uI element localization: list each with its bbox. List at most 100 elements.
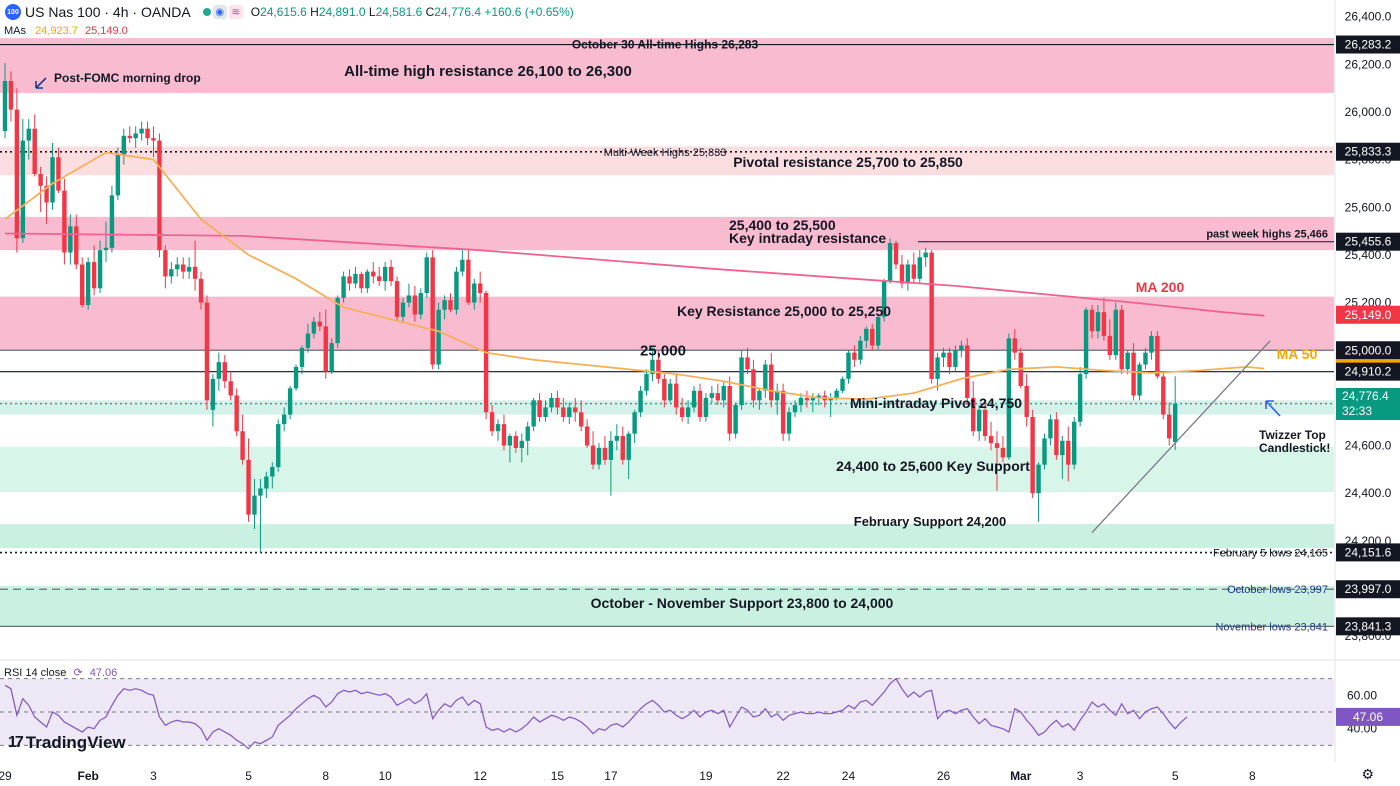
candle-body: [757, 390, 762, 401]
mas-legend[interactable]: MAs 24,923.7 25,149.0: [4, 25, 128, 37]
candle-body: [388, 266, 394, 282]
candle-body: [228, 381, 233, 396]
candle-body: [1077, 374, 1083, 422]
candle-body: [448, 300, 453, 310]
tradingview-logo[interactable]: 17 TradingView: [8, 733, 126, 753]
candle-body: [377, 276, 382, 282]
symbol-logo[interactable]: 100: [5, 4, 21, 20]
candle-body: [26, 128, 31, 141]
candle-body: [715, 393, 720, 401]
oct-lows-label: October lows 23,997: [1227, 584, 1328, 596]
candle-body: [638, 390, 643, 413]
candle-body: [590, 445, 596, 465]
candle-body: [1149, 335, 1154, 353]
candle-body: [74, 226, 79, 265]
candle-body: [780, 390, 786, 434]
candle-body: [157, 140, 162, 251]
time-tick-label: 5: [1172, 769, 1179, 783]
candle-body: [870, 328, 875, 346]
candle-body: [519, 440, 524, 448]
price-tag: [1336, 341, 1400, 360]
candle-body: [567, 407, 572, 417]
candle-body: [204, 302, 210, 401]
candle-body: [578, 412, 584, 427]
last-price-tag: 24,776.4 32:33: [1336, 388, 1400, 420]
candle-body: [549, 397, 554, 408]
feb-support-label: February Support 24,200: [854, 514, 1006, 529]
zone-band: [0, 586, 1334, 627]
candle-body: [994, 443, 1000, 448]
trendline: [1091, 340, 1271, 533]
price-tick-label: 24,400.0: [1345, 486, 1392, 500]
candle-body: [145, 128, 150, 139]
candle-body: [121, 135, 126, 155]
candle-body: [1000, 447, 1006, 458]
candle-body: [97, 250, 103, 289]
candle-body: [929, 252, 934, 379]
candle-body: [769, 364, 774, 401]
visibility-icon[interactable]: ◉: [212, 5, 227, 19]
symbol-title[interactable]: US Nas 100 · 4h · OANDA: [25, 4, 191, 20]
candle-body: [38, 173, 43, 186]
candle-body: [341, 276, 346, 298]
candle-body: [472, 283, 477, 303]
moving-average-lines: [4, 151, 1271, 533]
candle-body: [935, 357, 940, 379]
rsi-legend[interactable]: RSI 14 close ⟳ 47.06: [4, 666, 117, 679]
candle-body: [786, 412, 792, 434]
settings-gear-icon[interactable]: ⚙: [1361, 766, 1374, 782]
price-tag: [1336, 543, 1400, 562]
candle-body: [679, 407, 685, 417]
candle-body: [311, 321, 317, 334]
zones: [0, 38, 1334, 627]
twizzer-label-2: Candlestick!: [1259, 441, 1330, 455]
time-tick-label: 8: [1249, 769, 1256, 783]
candle-body: [50, 157, 55, 203]
arrow-icon: [35, 77, 47, 89]
candle-body: [264, 476, 269, 489]
candle-body: [460, 259, 465, 272]
candle-body: [1107, 335, 1113, 356]
high-label: H: [310, 5, 319, 19]
candle-body: [1113, 309, 1118, 356]
candle-body: [186, 266, 192, 272]
candle-body: [875, 316, 881, 346]
candle-body: [917, 257, 922, 279]
candle-body: [353, 274, 358, 284]
price-tick-label: 26,400.0: [1345, 10, 1392, 24]
candle-body: [608, 440, 614, 460]
arrow-icon: [1265, 400, 1281, 417]
candle-body: [454, 271, 459, 310]
candle-body: [68, 226, 73, 253]
candle-body: [899, 264, 905, 284]
candle-body: [976, 409, 982, 432]
candle-body: [175, 264, 180, 270]
time-tick-label: 19: [699, 769, 713, 783]
candle-body: [852, 352, 857, 360]
price-tick-label: 26,200.0: [1345, 57, 1392, 71]
market-status-icon[interactable]: [202, 8, 211, 16]
candle-body: [424, 257, 429, 294]
candle-body: [133, 133, 138, 139]
candle-body: [1083, 309, 1089, 375]
candle-body: [1101, 312, 1107, 336]
candle-body: [947, 352, 952, 367]
candle-body: [881, 281, 887, 317]
pivotal-label: Pivotal resistance 25,700 to 25,850: [733, 154, 963, 170]
ath-zone-label: All-time high resistance 26,100 to 26,30…: [344, 63, 632, 80]
candle-body: [1167, 414, 1172, 439]
candle-body: [656, 359, 661, 379]
candle-body: [537, 400, 542, 417]
candle-body: [513, 436, 519, 448]
compare-icon[interactable]: ≋: [228, 5, 243, 19]
candle-body: [626, 433, 631, 460]
candle-body: [691, 390, 697, 408]
open-value: 24,615.6: [260, 5, 307, 19]
candle-body: [1036, 464, 1041, 494]
candle-body: [763, 364, 768, 391]
candle-body: [602, 447, 608, 460]
key-resistance-label: Key Resistance 25,000 to 25,250: [677, 303, 891, 319]
refresh-icon[interactable]: ⟳: [73, 667, 83, 679]
candle-body: [103, 247, 109, 251]
ma50-label: MA 50: [1277, 346, 1318, 362]
